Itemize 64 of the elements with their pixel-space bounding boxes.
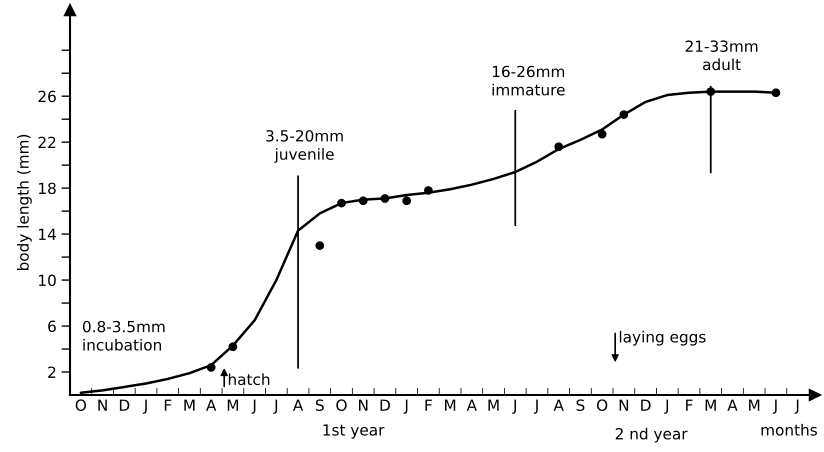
annotation: hatch <box>228 373 270 386</box>
annotation: 21-33mm adult <box>686 40 758 70</box>
text: months <box>762 424 817 436</box>
y-tick-label: 18 <box>39 182 56 194</box>
point <box>706 87 716 96</box>
x-tick-label: M <box>228 400 238 411</box>
x-tick-label: J <box>273 400 278 414</box>
x-tick-label: N <box>359 400 368 411</box>
point <box>206 363 216 372</box>
x-tick-label: O <box>336 399 347 411</box>
x-tick-label: O <box>596 399 608 411</box>
y-tick-label: 22 <box>38 136 56 148</box>
annotation: laying eggs <box>620 330 706 346</box>
y-tick-label: 2 <box>48 366 56 378</box>
x-tick-label: F <box>686 400 693 411</box>
x-tick-label: J <box>794 400 798 414</box>
text: 1st year <box>323 424 384 439</box>
y-tick-label: 14 <box>39 228 56 240</box>
point <box>619 110 628 119</box>
x-tick-label: A <box>292 400 304 411</box>
x-tick-label: M <box>445 400 456 411</box>
annotation: 0.8-3.5mm incubation <box>82 320 165 351</box>
point <box>424 186 433 195</box>
y-tick-label: 10 <box>39 274 56 286</box>
x-tick-label: A <box>727 400 738 411</box>
x-tick-label: D <box>641 400 651 411</box>
x-tick-label: F <box>164 400 172 411</box>
x-tick-label: N <box>620 400 628 411</box>
y-axis-title: body length (mm) <box>17 134 32 270</box>
y-tick-label: 6 <box>48 320 56 332</box>
x-tick-label: M <box>488 400 499 411</box>
x-tick-label: A <box>466 400 477 411</box>
x-tick-label: N <box>98 400 107 411</box>
x-tick-label: D <box>380 400 390 411</box>
point <box>598 130 607 138</box>
point <box>554 142 564 152</box>
x-tick-label: A <box>554 400 564 411</box>
point <box>402 196 412 206</box>
x-tick-label: O <box>76 399 86 411</box>
annotation: 16-26mm immature <box>492 66 565 96</box>
point <box>358 196 368 206</box>
x-tick-label: J <box>404 400 408 414</box>
text: 2 nd year <box>616 428 688 443</box>
point <box>315 241 324 250</box>
x-tick-label: J <box>512 400 516 414</box>
x-tick-label: D <box>120 400 130 411</box>
x-tick-label: J <box>142 400 147 414</box>
point <box>772 88 780 98</box>
annotation: 3.5-20mm juvenile <box>266 130 343 163</box>
x-tick-label: S <box>576 399 584 411</box>
x-tick-label: S <box>316 399 324 411</box>
x-tick-label: M <box>749 400 760 411</box>
x-tick-label: J <box>772 400 777 414</box>
x-tick-label: A <box>206 400 216 411</box>
y-tick-label: 26 <box>38 90 56 102</box>
point <box>228 342 238 352</box>
x-tick-label: J <box>252 400 256 414</box>
x-tick-label: M <box>184 400 195 411</box>
x-tick-label: J <box>534 400 538 414</box>
point <box>337 198 346 208</box>
x-tick-label: M <box>706 400 716 411</box>
point <box>380 194 390 203</box>
x-tick-label: F <box>425 400 432 411</box>
x-tick-label: J <box>664 400 668 414</box>
